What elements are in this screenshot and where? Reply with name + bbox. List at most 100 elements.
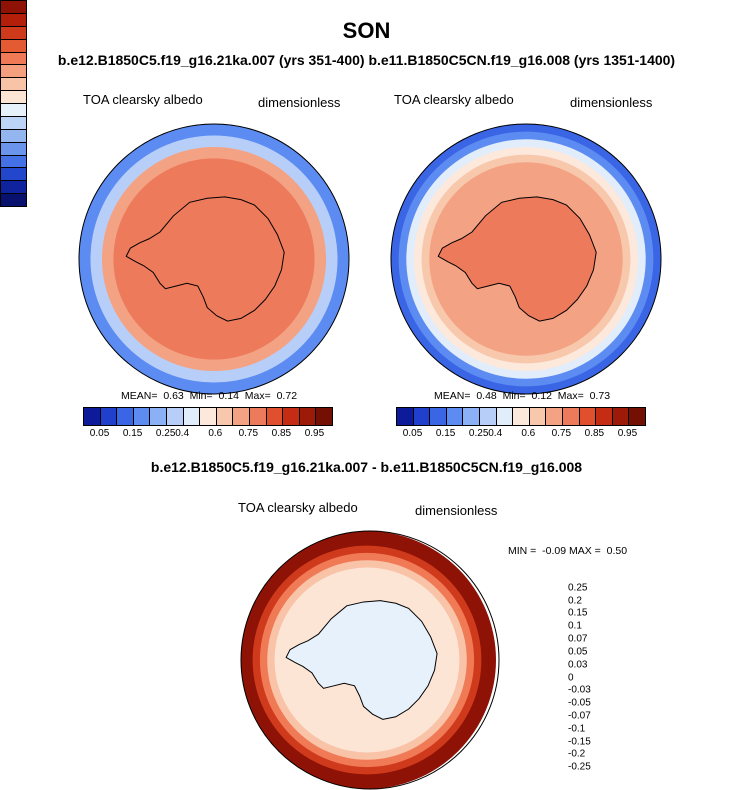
colorbar-box	[233, 408, 250, 425]
colorbar-box	[1, 194, 26, 206]
colorbar-box	[562, 408, 580, 425]
colorbar-box	[133, 408, 151, 425]
colorbar-tick-label: 0.4	[488, 428, 503, 439]
colorbar-box	[1, 65, 26, 79]
panel1-mean-value: 0.63	[163, 390, 184, 402]
map-field	[79, 124, 349, 394]
colorbar-tick-label: -0.25	[568, 761, 591, 773]
colorbar-tick-label: 0.05	[89, 428, 110, 439]
map-boundary	[78, 123, 350, 395]
colorbar-box	[1, 52, 26, 66]
colorbar-tick-label: 0.75	[551, 428, 572, 439]
colorbar-tick-label: 0.03	[568, 659, 588, 671]
colorbar-box	[1, 129, 26, 143]
panel3-min-label: MIN =	[508, 545, 537, 557]
colorbar-tick-label: 0.05	[568, 646, 588, 658]
colorbar-box	[1, 155, 26, 169]
colorbar-box	[1, 142, 26, 156]
panel2-units-label: dimensionless	[570, 95, 653, 110]
colorbar-box	[463, 408, 480, 425]
map-field	[391, 124, 661, 394]
panel3-colorbar	[0, 0, 27, 207]
colorbar-box	[1, 26, 26, 40]
colorbar-box	[117, 408, 134, 425]
colorbar-tick-label: 0.85	[271, 428, 292, 439]
colorbar-tick-label: 0.85	[584, 428, 605, 439]
panel1-min-value: 0.14	[218, 390, 239, 402]
colorbar-box	[216, 408, 234, 425]
colorbar-tick-label: 0.05	[402, 428, 423, 439]
panel2-polar-map	[390, 123, 662, 395]
panel2-mean-label: MEAN=	[434, 390, 471, 402]
colorbar-box	[1, 1, 26, 14]
colorbar-tick-label: -0.07	[568, 710, 591, 722]
panel3-max-value: 0.50	[606, 545, 628, 557]
figure-subtitle: b.e12.B1850C5.f19_g16.21ka.007 (yrs 351-…	[57, 52, 676, 68]
colorbar-box	[299, 408, 317, 425]
colorbar-tick-label: 0.15	[568, 607, 588, 619]
colorbar-tick-label: 0.25	[568, 582, 588, 594]
panel2-min-label: Min=	[502, 390, 526, 402]
colorbar-box	[596, 408, 613, 425]
colorbar-box	[546, 408, 563, 425]
colorbar-tick-label: 0.95	[304, 428, 325, 439]
colorbar-tick-label: 0.1	[568, 620, 582, 632]
colorbar-box	[183, 408, 201, 425]
panel3-stats: MIN = -0.09 MAX = 0.50	[508, 545, 627, 557]
colorbar-box	[283, 408, 300, 425]
colorbar-box	[413, 408, 431, 425]
panel2-colorbar-labels: 0.05 0.15 0.25 0.4 0.6 0.75 0.85 0.95	[396, 428, 644, 442]
colorbar-box	[84, 408, 101, 425]
map-boundary	[390, 123, 662, 395]
colorbar-tick-label: 0.25	[155, 428, 176, 439]
colorbar-tick-label: 0.4	[175, 428, 190, 439]
colorbar-box	[1, 78, 26, 92]
panel1-units-label: dimensionless	[258, 95, 341, 110]
colorbar-box	[266, 408, 284, 425]
colorbar-box	[1, 116, 26, 130]
colorbar-tick-label: -0.2	[568, 748, 586, 760]
colorbar-tick-label: 0.15	[122, 428, 143, 439]
panel3-polar-map	[240, 530, 500, 790]
panel2-min-value: 0.12	[531, 390, 552, 402]
colorbar-tick-label: -0.03	[568, 684, 591, 696]
panel3-units-label: dimensionless	[415, 503, 498, 518]
colorbar-tick-label: -0.05	[568, 697, 591, 709]
panel3-colorbar-labels: 0.25 0.2 0.15 0.1 0.07 0.05 0.03 0 -0.03 -0.05 -0.…	[568, 575, 628, 780]
colorbar-box	[166, 408, 184, 425]
difference-title: b.e12.B1850C5.f19_g16.21ka.007 - b.e11.B…	[150, 459, 583, 475]
panel2-max-value: 0.73	[589, 390, 611, 402]
panel2-mean-value: 0.48	[476, 390, 497, 402]
colorbar-tick-label: 0.07	[568, 633, 588, 645]
panel1-variable-label: TOA clearsky albedo	[83, 92, 203, 107]
colorbar-tick-label: 0	[568, 672, 574, 683]
colorbar-box	[316, 408, 332, 425]
colorbar-tick-label: 0.95	[617, 428, 638, 439]
panel3-min-value: -0.09	[542, 545, 567, 557]
colorbar-box	[479, 408, 497, 425]
colorbar-box	[1, 181, 26, 195]
panel2-max-label: Max=	[557, 390, 584, 402]
panel1-stats: MEAN= 0.63 Min= 0.14 Max= 0.72	[121, 390, 297, 402]
colorbar-box	[629, 408, 645, 425]
colorbar-box	[496, 408, 514, 425]
figure-title: SON	[342, 18, 391, 43]
colorbar-tick-label: -0.1	[568, 723, 586, 735]
colorbar-box	[100, 408, 118, 425]
colorbar-box	[1, 91, 26, 104]
panel1-max-label: Max=	[244, 390, 271, 402]
panel1-colorbar	[83, 407, 333, 426]
antarctica-coastline	[437, 196, 597, 322]
colorbar-tick-label: 0.6	[208, 428, 223, 439]
colorbar-box	[529, 408, 547, 425]
colorbar-box	[1, 168, 26, 182]
colorbar-box	[430, 408, 447, 425]
colorbar-box	[249, 408, 267, 425]
panel1-polar-map	[78, 123, 350, 395]
colorbar-box	[397, 408, 414, 425]
panel3-variable-label: TOA clearsky albedo	[238, 500, 358, 515]
colorbar-box	[513, 408, 530, 425]
colorbar-tick-label: 0.15	[435, 428, 456, 439]
antarctica-coastline	[125, 196, 285, 322]
panel2-colorbar	[396, 407, 646, 426]
